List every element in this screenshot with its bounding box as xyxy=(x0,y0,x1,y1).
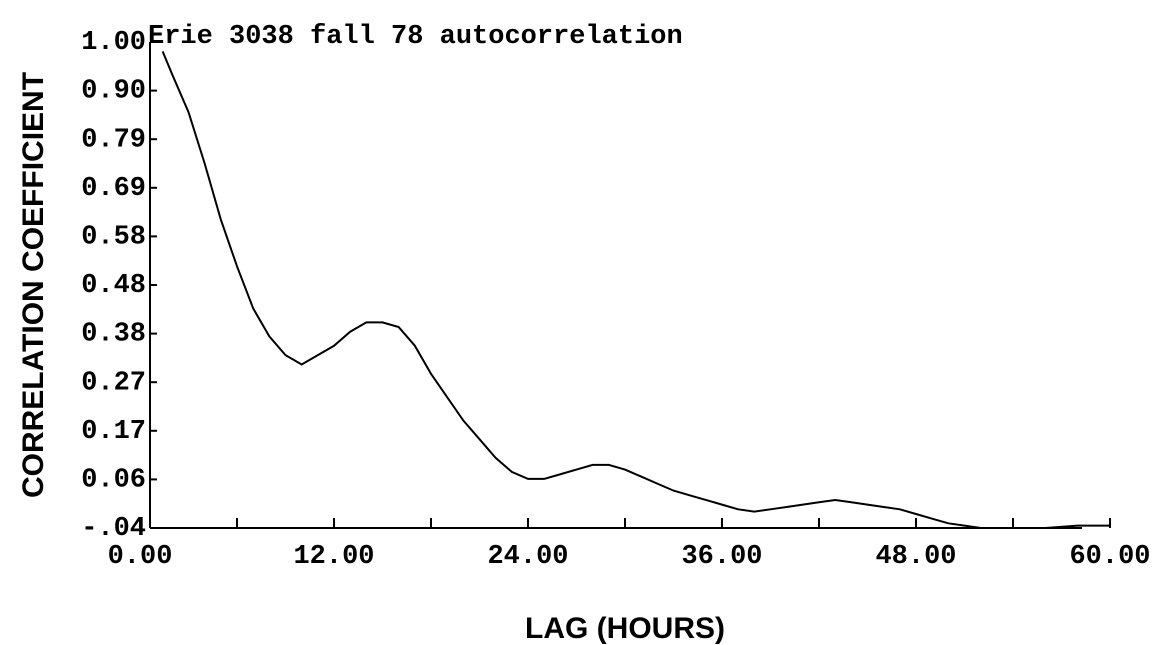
y-axis-label: CORRELATION COEFFICIENT xyxy=(17,72,50,498)
y-tick-label: 1.00 xyxy=(81,28,146,58)
y-tick-label: 0.79 xyxy=(81,125,146,155)
x-tick-label: 48.00 xyxy=(875,542,956,572)
chart-title: Erie 3038 fall 78 autocorrelation xyxy=(148,22,683,52)
y-tick-label: 0.17 xyxy=(81,417,146,447)
x-tick-label: 36.00 xyxy=(681,542,762,572)
y-tick-label: 0.69 xyxy=(81,174,146,204)
x-tick-label: 60.00 xyxy=(1069,542,1150,572)
data-line xyxy=(161,50,1110,529)
y-tick-label: 0.58 xyxy=(81,223,146,253)
y-tick-label: -.04 xyxy=(81,514,146,544)
y-tick-label: 0.38 xyxy=(81,320,146,350)
y-tick-label: 0.06 xyxy=(81,466,146,496)
x-tick-label: 24.00 xyxy=(487,542,568,572)
y-tick-label: 0.48 xyxy=(81,271,146,301)
x-axis-label: LAG (HOURS) xyxy=(525,612,725,645)
x-tick-label: 0.00 xyxy=(108,542,173,572)
y-tick-label: 0.27 xyxy=(81,368,146,398)
y-tick-label: 0.90 xyxy=(81,77,146,107)
x-tick-label: 12.00 xyxy=(293,542,374,572)
